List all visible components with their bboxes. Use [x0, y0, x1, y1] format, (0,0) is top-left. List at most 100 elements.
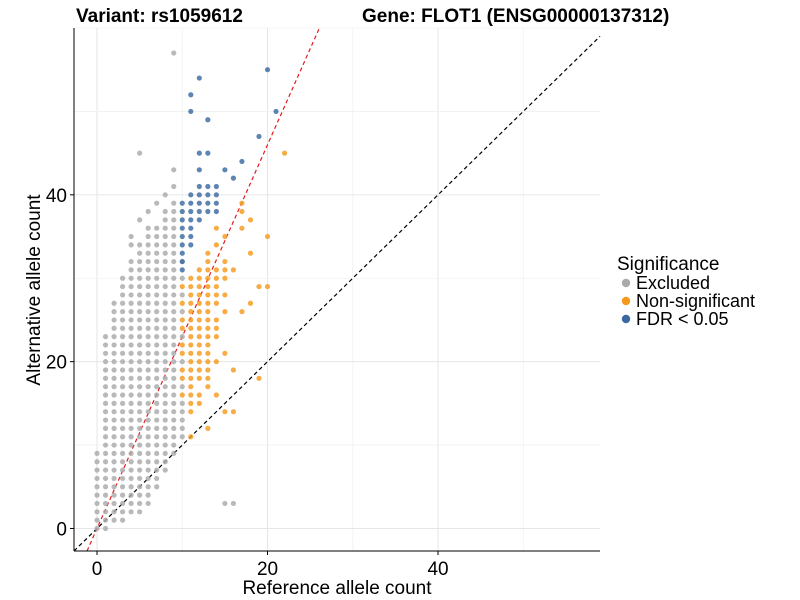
point-fdr-0-05 [196, 75, 202, 81]
point-excluded [102, 375, 109, 381]
point-excluded [162, 342, 168, 348]
point-non-significant [205, 375, 211, 381]
point-non-significant [196, 359, 202, 365]
point-non-significant [179, 300, 185, 306]
point-excluded [171, 208, 177, 215]
point-excluded [128, 242, 134, 248]
point-excluded [179, 334, 185, 340]
point-excluded [102, 525, 109, 532]
point-excluded [119, 350, 126, 356]
point-excluded [171, 258, 177, 265]
point-excluded [102, 425, 109, 431]
point-non-significant [264, 283, 271, 290]
point-excluded [137, 492, 143, 498]
point-non-significant [205, 325, 211, 331]
point-excluded [119, 442, 126, 448]
point-excluded [171, 309, 177, 315]
point-excluded [162, 225, 168, 231]
point-fdr-0-05 [179, 250, 185, 256]
point-non-significant [188, 434, 194, 440]
point-excluded [145, 250, 151, 256]
point-excluded [145, 500, 151, 507]
legend-key-excluded [621, 278, 631, 288]
point-excluded [102, 442, 109, 448]
point-excluded [111, 517, 117, 523]
point-fdr-0-05 [196, 183, 202, 190]
point-non-significant [179, 350, 185, 356]
point-excluded [154, 442, 160, 448]
point-excluded [162, 250, 168, 256]
point-excluded [171, 417, 177, 423]
point-excluded [128, 292, 134, 298]
point-non-significant [188, 400, 194, 406]
point-excluded [111, 434, 117, 440]
point-excluded [154, 467, 160, 473]
point-excluded [171, 242, 177, 248]
point-non-significant [205, 250, 211, 256]
point-excluded [137, 342, 143, 348]
point-excluded [179, 425, 185, 431]
point-fdr-0-05 [205, 208, 211, 215]
point-excluded [171, 267, 177, 273]
point-non-significant [196, 267, 202, 273]
point-excluded [171, 233, 177, 240]
point-excluded [94, 509, 100, 515]
point-excluded [145, 325, 151, 331]
point-excluded [154, 309, 160, 315]
point-excluded [119, 484, 126, 490]
point-non-significant [205, 275, 211, 281]
point-excluded [154, 225, 160, 231]
point-excluded [128, 409, 134, 415]
point-non-significant [188, 275, 194, 281]
point-excluded [145, 459, 151, 465]
point-non-significant [213, 267, 219, 273]
point-excluded [145, 300, 151, 306]
point-non-significant [179, 283, 185, 290]
point-fdr-0-05 [196, 217, 202, 223]
point-non-significant [213, 317, 219, 323]
point-excluded [145, 492, 151, 498]
point-excluded [171, 400, 177, 406]
point-fdr-0-05 [196, 208, 202, 215]
y-axis-title: Alternative allele count [24, 194, 45, 386]
point-fdr-0-05 [179, 217, 185, 223]
point-excluded [119, 367, 126, 373]
point-non-significant [188, 409, 194, 415]
point-excluded [162, 400, 168, 406]
point-excluded [128, 258, 134, 265]
reference-lines [73, 27, 601, 552]
point-non-significant [222, 267, 228, 273]
point-excluded [171, 300, 177, 306]
point-excluded [145, 417, 151, 423]
point-non-significant [196, 400, 202, 406]
point-non-significant [188, 384, 194, 390]
point-excluded [145, 367, 151, 373]
fitted-reference-line [86, 27, 320, 552]
point-non-significant [188, 300, 194, 306]
point-excluded [137, 509, 143, 515]
point-excluded [111, 450, 117, 457]
point-non-significant [247, 217, 254, 223]
point-fdr-0-05 [188, 242, 194, 248]
point-fdr-0-05 [213, 192, 219, 198]
point-excluded [145, 375, 151, 381]
point-excluded [171, 250, 177, 256]
axis-ticks: 0 20 40 0 20 40 [46, 186, 449, 580]
point-excluded [137, 217, 143, 223]
point-excluded [137, 375, 143, 381]
point-fdr-0-05 [213, 200, 219, 206]
point-excluded [128, 367, 134, 373]
y-tick-label: 20 [46, 353, 67, 374]
point-non-significant [264, 233, 271, 240]
point-excluded [145, 225, 151, 231]
point-excluded [171, 275, 177, 281]
point-non-significant [213, 225, 219, 231]
point-excluded [171, 359, 177, 365]
point-excluded [154, 392, 160, 398]
point-excluded [111, 425, 117, 431]
point-excluded [162, 192, 168, 198]
point-fdr-0-05 [179, 225, 185, 231]
point-excluded [154, 283, 160, 290]
point-excluded [145, 309, 151, 315]
point-excluded [171, 392, 177, 398]
